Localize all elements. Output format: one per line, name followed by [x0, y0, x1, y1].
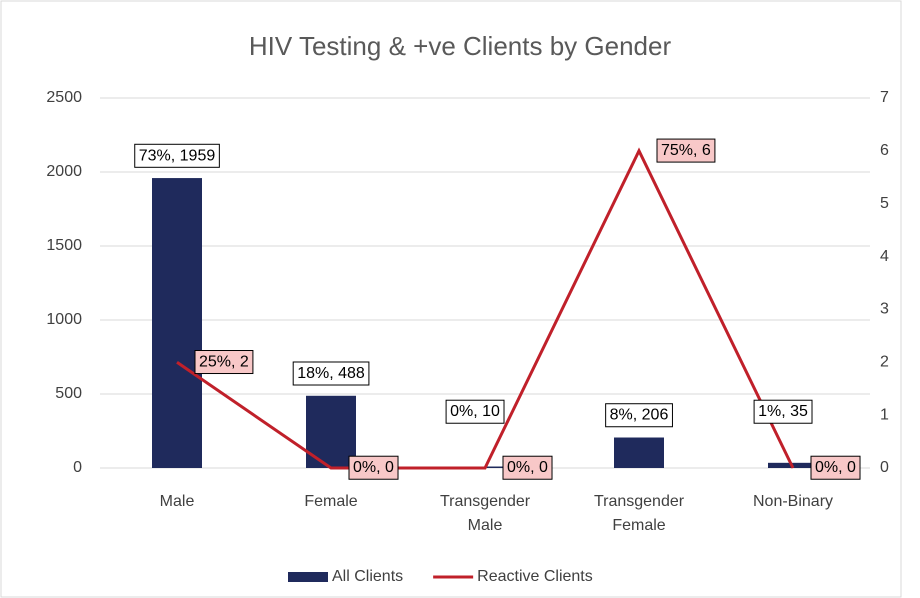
x-tick-label: Transgender Female: [593, 493, 685, 534]
y2-tick-label: 4: [880, 248, 889, 265]
data-label: 18%, 488: [292, 361, 370, 386]
data-label-box: [753, 399, 813, 424]
data-label: 1%, 35: [753, 399, 813, 424]
chart-title: HIV Testing & +ve Clients by Gender: [249, 31, 672, 61]
y-tick-label: 2000: [46, 163, 82, 180]
data-label-text: 8%, 206: [610, 407, 669, 424]
data-label-box: [194, 350, 254, 375]
y-tick-label: 500: [55, 385, 82, 402]
x-tick-label: Transgender Male: [439, 493, 531, 534]
x-tick-label: Male: [159, 493, 195, 510]
bar: [614, 437, 664, 468]
y2-tick-label: 2: [880, 354, 889, 371]
y-tick-label: 0: [73, 459, 82, 476]
data-label-text: 0%, 0: [815, 459, 856, 476]
y2-tick-label: 7: [880, 89, 889, 106]
data-label-text: 0%, 0: [507, 459, 548, 476]
data-label-box: [810, 455, 861, 480]
legend-label: All Clients: [332, 568, 403, 585]
y-tick-label: 1000: [46, 311, 82, 328]
data-label: 0%, 0: [502, 455, 553, 480]
data-label-box: [445, 399, 505, 424]
data-label-box: [348, 455, 399, 480]
data-label-text: 25%, 2: [199, 354, 249, 371]
data-label-text: 73%, 1959: [139, 147, 216, 164]
line: [176, 147, 795, 470]
y2-tick-label: 5: [880, 195, 889, 212]
bar: [152, 178, 202, 468]
data-label: 8%, 206: [605, 403, 673, 428]
x-tick-label: Non-Binary: [752, 493, 834, 510]
data-label-text: 0%, 0: [353, 459, 394, 476]
y-tick-label: 1500: [46, 237, 82, 254]
data-label-box: [134, 143, 220, 168]
data-label-box: [502, 455, 553, 480]
y2-tick-label: 3: [880, 301, 889, 318]
data-label: 73%, 1959: [134, 143, 220, 168]
x-tick-label: Female: [304, 493, 358, 510]
legend-label: Reactive Clients: [477, 568, 593, 585]
legend-swatch: [288, 572, 328, 582]
data-label: 75%, 6: [656, 138, 716, 163]
data-label-text: 1%, 35: [758, 403, 808, 420]
data-label-box: [292, 361, 370, 386]
y2-tick-label: 0: [880, 459, 889, 476]
data-label: 0%, 0: [810, 455, 861, 480]
data-label-box: [605, 403, 673, 428]
data-label-text: 0%, 10: [450, 403, 500, 420]
y-tick-label: 2500: [46, 89, 82, 106]
data-label: 0%, 10: [445, 399, 505, 424]
data-label: 25%, 2: [194, 350, 254, 375]
y2-tick-label: 1: [880, 406, 889, 423]
data-label-box: [656, 138, 716, 163]
data-label-text: 18%, 488: [297, 365, 365, 382]
data-label: 0%, 0: [348, 455, 399, 480]
data-label-text: 75%, 6: [661, 142, 711, 159]
y2-tick-label: 6: [880, 142, 889, 159]
